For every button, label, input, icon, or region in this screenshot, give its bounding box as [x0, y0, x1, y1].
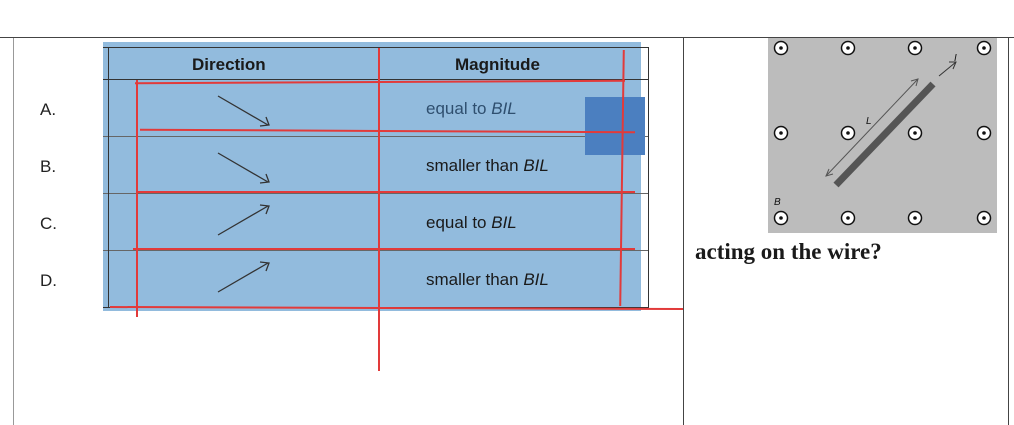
direction-header: Direction — [192, 55, 266, 74]
magnitude-c: equal to BIL — [426, 213, 517, 232]
page-left-border — [13, 38, 14, 425]
magnetic-field-figure: B L I — [768, 38, 997, 233]
label-i: I — [954, 53, 957, 64]
arrow-up-right-icon — [217, 204, 270, 236]
annotation-line — [133, 248, 635, 250]
cell-divider — [683, 38, 684, 425]
label-b: B — [774, 197, 781, 208]
label-l: L — [866, 116, 872, 127]
question-text: acting on the wire? — [695, 239, 882, 264]
table-header-border — [103, 79, 649, 80]
magnitude-b: smaller than BIL — [426, 156, 549, 175]
arrow-down-right-icon — [217, 95, 270, 127]
table-left-border — [108, 47, 109, 307]
arrow-up-right-icon — [217, 261, 270, 293]
option-label-a: A. — [40, 100, 57, 119]
option-label-b: B. — [40, 157, 57, 176]
page-right-border — [1008, 38, 1009, 425]
page-top-border — [0, 37, 1014, 38]
arrow-down-right-icon — [217, 152, 270, 184]
answer-table — [103, 42, 641, 311]
table-top-border — [103, 47, 649, 48]
annotation-line — [138, 191, 635, 193]
table-row-border — [103, 250, 649, 251]
annotation-line — [378, 48, 380, 371]
annotation-line — [136, 80, 138, 317]
option-label-c: C. — [40, 214, 57, 233]
field-diagram: B L I — [773, 40, 992, 226]
magnitude-a: equal to BIL — [426, 99, 517, 118]
highlight-square — [585, 97, 645, 155]
option-label-d: D. — [40, 271, 57, 290]
magnitude-header: Magnitude — [455, 55, 540, 74]
magnitude-d: smaller than BIL — [426, 270, 549, 289]
table-right-border — [648, 47, 649, 307]
table-row-border — [103, 136, 649, 137]
table-row-border — [103, 193, 649, 194]
